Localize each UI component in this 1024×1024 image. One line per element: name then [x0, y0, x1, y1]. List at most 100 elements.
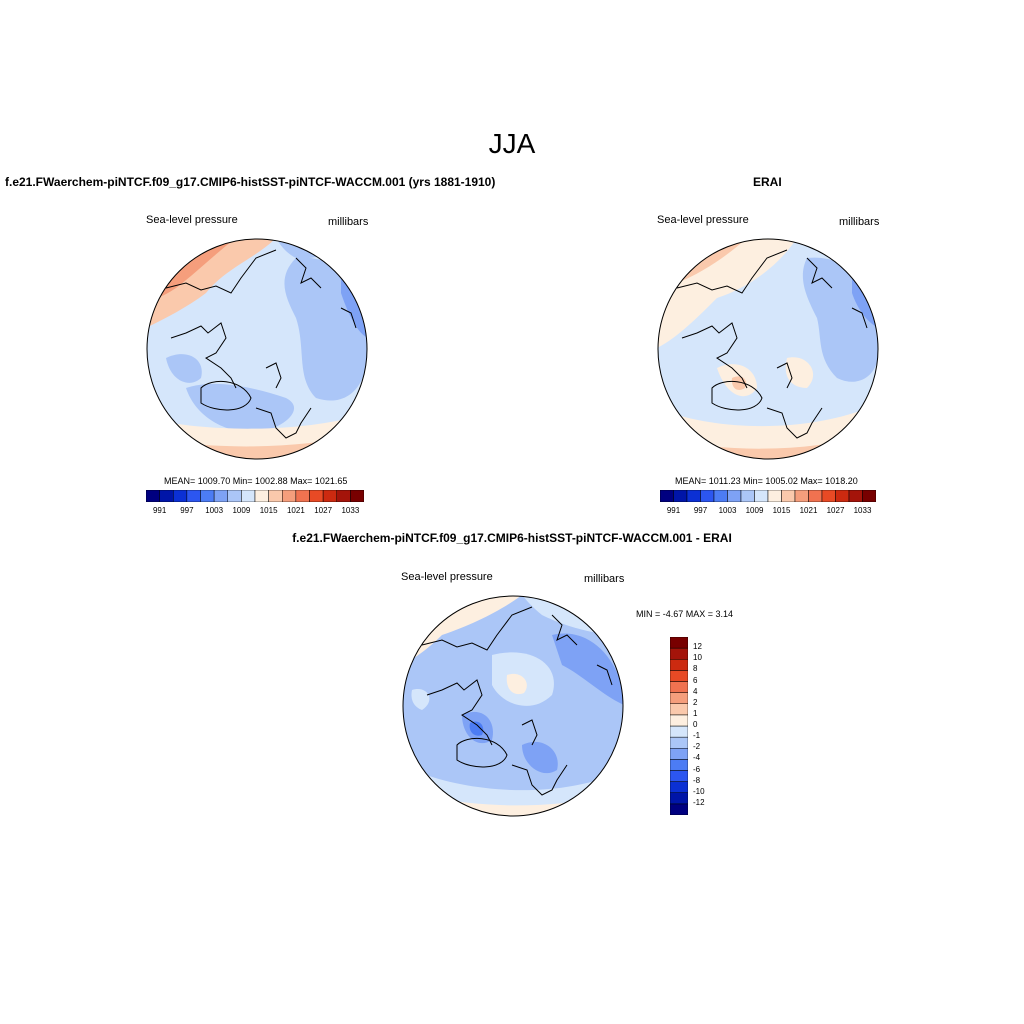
colorbar-swatch [767, 490, 782, 502]
colorbar-swatch [670, 714, 688, 727]
colorbar-tick-label: -4 [693, 753, 701, 763]
colorbar-tick-label: -2 [693, 742, 701, 752]
colorbar-swatch [686, 490, 701, 502]
colorbar-tick-label: 1009 [232, 506, 251, 515]
colorbar-tick-label: -6 [693, 764, 701, 774]
colorbar-tick-label: 1015 [259, 506, 278, 515]
model-panel-title: f.e21.FWaerchem-piNTCF.f09_g17.CMIP6-his… [5, 175, 496, 189]
obs-variable-label: Sea-level pressure [657, 214, 749, 226]
colorbar-swatch [282, 490, 297, 502]
colorbar-swatch [821, 490, 836, 502]
colorbar-tick-label: 997 [180, 506, 194, 515]
colorbar-swatch [781, 490, 796, 502]
colorbar-swatch [336, 490, 351, 502]
colorbar-swatch [254, 490, 269, 502]
colorbar-tick-label: -8 [693, 775, 701, 785]
diff-stats: MIN = -4.67 MAX = 3.14 [636, 609, 734, 619]
colorbar-tick-label: -12 [693, 797, 705, 807]
obs-stats: MEAN= 1011.23 Min= 1005.02 Max= 1018.20 [675, 476, 858, 486]
colorbar-swatch [713, 490, 728, 502]
colorbar-swatch [835, 490, 850, 502]
colorbar-swatch [670, 759, 688, 771]
colorbar-swatch [727, 490, 742, 502]
colorbar-tick-label: 1021 [286, 506, 305, 515]
diff-colorbar-ticks: 12 10 8 6 4 2 1 0 -1 -2 -4 -6 -8 -10 -12 [693, 637, 733, 815]
colorbar-swatch [848, 490, 863, 502]
colorbar-tick-label: 1003 [205, 506, 224, 515]
colorbar-tick-label: 1009 [745, 506, 764, 515]
colorbar-swatch [670, 659, 688, 671]
obs-colorbar [660, 490, 876, 502]
colorbar-swatch [670, 681, 688, 693]
colorbar-tick-label: 991 [666, 506, 681, 515]
colorbar-tick-label: 6 [693, 675, 698, 685]
colorbar-tick-label: 4 [693, 686, 698, 696]
colorbar-tick-label: 1027 [314, 506, 333, 515]
colorbar-tick-label: -1 [693, 731, 701, 741]
colorbar-swatch [670, 670, 688, 682]
colorbar-tick-label: 8 [693, 664, 698, 674]
colorbar-tick-label: 1033 [853, 506, 872, 515]
colorbar-tick-label: -10 [693, 786, 705, 796]
colorbar-swatch [670, 637, 688, 649]
model-stats: MEAN= 1009.70 Min= 1002.88 Max= 1021.65 [164, 476, 348, 486]
colorbar-swatch [186, 490, 201, 502]
colorbar-swatch [213, 490, 228, 502]
colorbar-swatch [268, 490, 283, 502]
colorbar-swatch [146, 490, 160, 502]
colorbar-swatch [808, 490, 823, 502]
colorbar-swatch [794, 490, 809, 502]
colorbar-tick-label: 10 [693, 653, 702, 663]
colorbar-swatch [309, 490, 324, 502]
obs-units-label: millibars [839, 216, 880, 228]
colorbar-swatch [670, 748, 688, 760]
obs-panel-title: ERAI [753, 175, 782, 189]
diff-polar-map [402, 595, 624, 817]
model-colorbar-ticks: 991 997 1003 1009 1015 1021 1027 1033 [146, 506, 364, 518]
colorbar-swatch [670, 736, 688, 749]
colorbar-swatch [670, 692, 688, 704]
colorbar-swatch [670, 792, 688, 805]
model-units-label: millibars [328, 216, 369, 228]
colorbar-swatch [173, 490, 188, 502]
colorbar-tick-label: 1 [693, 708, 698, 718]
model-colorbar [146, 490, 364, 502]
colorbar-swatch [241, 490, 256, 502]
colorbar-tick-label: 997 [693, 506, 708, 515]
colorbar-tick-label: 1027 [826, 506, 845, 515]
colorbar-swatch [754, 490, 769, 502]
colorbar-tick-label: 12 [693, 642, 702, 652]
colorbar-swatch [700, 490, 715, 502]
colorbar-tick-label: 0 [693, 720, 698, 729]
colorbar-swatch [660, 490, 674, 502]
colorbar-swatch [670, 803, 688, 815]
diff-colorbar [670, 637, 688, 815]
colorbar-swatch [350, 490, 364, 502]
colorbar-swatch [159, 490, 174, 502]
colorbar-swatch [673, 490, 688, 502]
colorbar-tick-label: 2 [693, 697, 698, 707]
colorbar-tick-label: 1021 [799, 506, 818, 515]
colorbar-swatch [670, 781, 688, 793]
diff-units-label: millibars [584, 573, 625, 585]
colorbar-swatch [295, 490, 310, 502]
colorbar-swatch [200, 490, 215, 502]
colorbar-tick-label: 991 [152, 506, 167, 515]
colorbar-tick-label: 1003 [718, 506, 737, 515]
colorbar-swatch [670, 703, 688, 716]
colorbar-swatch [227, 490, 242, 502]
model-polar-map [146, 238, 368, 460]
colorbar-swatch [862, 490, 876, 502]
main-title: JJA [488, 128, 536, 159]
colorbar-swatch [670, 770, 688, 782]
colorbar-tick-label: 1033 [341, 506, 360, 515]
colorbar-swatch [322, 490, 337, 502]
model-variable-label: Sea-level pressure [146, 214, 238, 226]
obs-colorbar-ticks: 991 997 1003 1009 1015 1021 1027 1033 [660, 506, 876, 518]
colorbar-swatch [670, 725, 688, 738]
colorbar-tick-label: 1015 [772, 506, 791, 515]
diff-variable-label: Sea-level pressure [401, 571, 493, 583]
diff-panel-title: f.e21.FWaerchem-piNTCF.f09_g17.CMIP6-his… [292, 531, 732, 545]
colorbar-swatch [670, 647, 688, 660]
obs-polar-map [657, 238, 879, 460]
